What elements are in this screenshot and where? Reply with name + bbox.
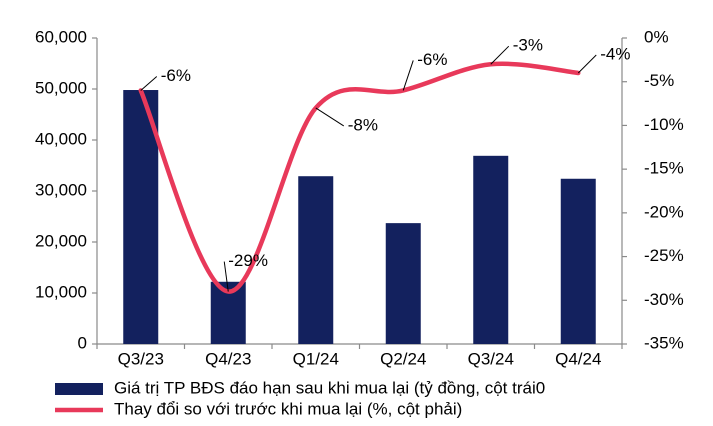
data-label: -6% (417, 50, 447, 69)
x-tick-label: Q4/24 (555, 349, 601, 368)
line (138, 61, 581, 294)
label-leader (140, 76, 158, 91)
y2-tick-label: -35% (644, 333, 684, 352)
x-tick-label: Q2/24 (380, 349, 426, 368)
y-tick-label: 60,000 (35, 27, 87, 46)
y-tick-label: 30,000 (35, 180, 87, 199)
data-label: -8% (348, 115, 378, 134)
y2-tick-label: -25% (644, 246, 684, 265)
x-tick-label: Q4/23 (205, 349, 251, 368)
x-tick-label: Q3/23 (118, 349, 164, 368)
data-label: -29% (228, 251, 268, 270)
label-leader (223, 261, 229, 292)
y2-tick-label: -10% (644, 115, 684, 134)
legend-label: Thay đổi so với trước khi mua lại (%, cộ… (114, 399, 462, 418)
y-tick-label: 20,000 (35, 231, 87, 250)
label-leader (315, 107, 345, 127)
x-tick-label: Q3/24 (468, 349, 514, 368)
data-label: -4% (600, 44, 630, 63)
bar (298, 176, 334, 344)
data-label: -3% (513, 36, 543, 55)
y2-tick-label: -15% (644, 159, 684, 178)
y-tick-label: 50,000 (35, 78, 87, 97)
legend-label: Giá trị TP BĐS đáo hạn sau khi mua lại (… (114, 378, 545, 397)
label-leader (577, 54, 597, 74)
data-label: -6% (161, 66, 191, 85)
label-leader (402, 60, 414, 91)
y-tick-label: 10,000 (35, 282, 87, 301)
y2-tick-label: 0% (644, 27, 669, 46)
bar (385, 223, 421, 344)
x-tick-label: Q1/24 (293, 349, 339, 368)
bar (560, 178, 596, 344)
y-tick-label: 40,000 (35, 129, 87, 148)
label-leader (490, 45, 510, 65)
y2-tick-label: -30% (644, 290, 684, 309)
y2-tick-label: -20% (644, 202, 684, 221)
bar (123, 90, 159, 345)
y2-tick-label: -5% (644, 71, 674, 90)
bar (473, 155, 509, 344)
y-tick-label: 0 (78, 333, 87, 352)
legend-swatch (55, 383, 103, 395)
